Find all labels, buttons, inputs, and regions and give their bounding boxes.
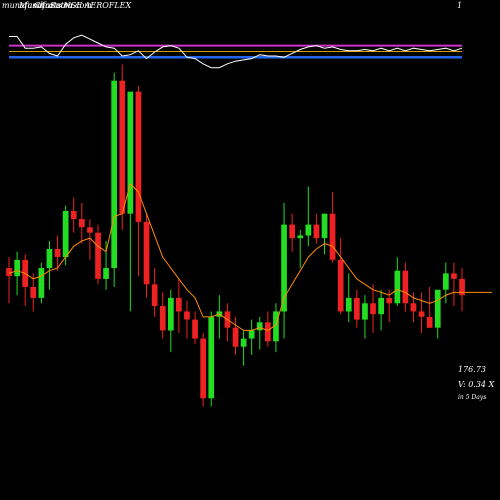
candle-body: [192, 319, 198, 339]
candle-body: [426, 316, 433, 328]
candle-body: [248, 330, 255, 339]
candle-body: [240, 338, 247, 347]
candle-body: [321, 213, 328, 239]
candle-body: [354, 297, 360, 320]
candle-body: [443, 273, 449, 290]
candle-body: [297, 235, 304, 239]
candle-body: [103, 268, 109, 279]
brand-label: MunafaSutra.com: [19, 1, 92, 10]
candle-body: [184, 311, 190, 320]
band-lines: [9, 44, 462, 59]
candle-body: [119, 80, 126, 214]
candle-body: [289, 224, 295, 239]
candle-body: [337, 259, 344, 312]
candle-body: [305, 224, 312, 236]
candle-body: [95, 232, 101, 279]
chart-title: Charts NSE AEROFLEX: [34, 1, 132, 10]
candle-body: [70, 211, 77, 220]
candle-body: [6, 268, 12, 277]
candle-body: [159, 306, 166, 331]
momentum-series: [9, 34, 463, 69]
candle-body: [135, 91, 142, 222]
candle-body: [386, 297, 393, 304]
candle-body: [208, 316, 215, 399]
candle-body: [87, 227, 93, 233]
candle-body: [265, 322, 271, 342]
ema-series: [8, 182, 492, 331]
candle-body: [345, 297, 352, 312]
candles: [6, 64, 465, 407]
candle-body: [370, 303, 376, 315]
candle-body: [451, 273, 457, 279]
candle-body: [434, 289, 441, 328]
candle-body: [256, 322, 263, 331]
ema-line: [8, 182, 492, 331]
candle-body: [143, 221, 150, 285]
header-right: 1: [457, 1, 463, 10]
candle-body: [54, 249, 61, 258]
candle-body: [378, 297, 384, 315]
candle-body: [127, 91, 134, 214]
candle-body: [79, 219, 85, 228]
candle-body: [232, 327, 239, 347]
candle-body: [38, 268, 45, 298]
candle-body: [313, 224, 320, 239]
candle-body: [151, 284, 158, 306]
momentum-line: [9, 34, 463, 69]
candle-body: [459, 278, 465, 296]
candle-body: [168, 297, 174, 331]
candle-body: [62, 211, 69, 258]
site-watermark: munafasutra.com: [2, 1, 73, 10]
candle-body: [410, 303, 417, 312]
candle-body: [111, 80, 117, 268]
candle-body: [281, 224, 287, 312]
candle-body: [176, 297, 182, 312]
candle-body: [46, 249, 53, 268]
last-price: 176.73: [458, 365, 486, 374]
candle-body: [394, 270, 401, 304]
candle-body: [402, 270, 409, 304]
candle-body: [329, 213, 336, 260]
volume-label: V: 0.34 X: [458, 380, 495, 389]
candle-body: [200, 338, 206, 399]
candle-body: [418, 311, 425, 317]
candle-body: [30, 287, 37, 298]
candle-body: [14, 259, 20, 277]
candle-body: [273, 311, 279, 342]
period-label: in 5 Days: [458, 394, 487, 401]
candle-body: [362, 303, 368, 320]
